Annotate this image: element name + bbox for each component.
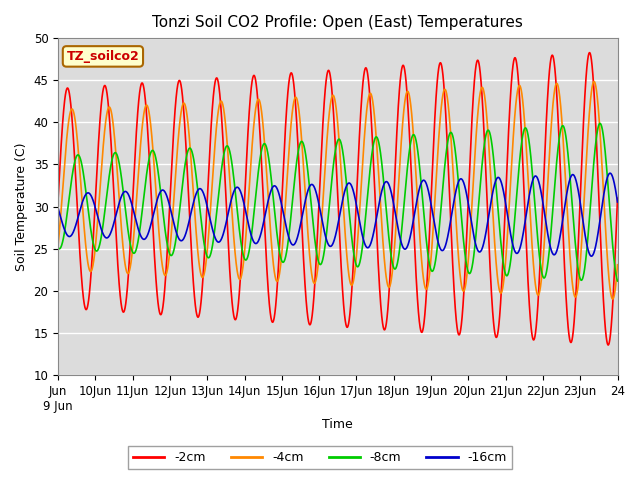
-16cm bbox=[418, 179, 426, 184]
-4cm bbox=[609, 296, 616, 302]
-4cm bbox=[418, 261, 426, 267]
-16cm bbox=[614, 199, 621, 205]
Y-axis label: Soil Temperature (C): Soil Temperature (C) bbox=[15, 143, 28, 271]
-2cm bbox=[156, 310, 164, 316]
-2cm bbox=[54, 195, 62, 201]
-4cm bbox=[614, 262, 621, 268]
-16cm bbox=[268, 186, 276, 192]
-4cm bbox=[54, 241, 62, 247]
-8cm bbox=[472, 237, 479, 243]
Line: -2cm: -2cm bbox=[58, 53, 618, 345]
-16cm bbox=[472, 241, 479, 247]
-2cm bbox=[614, 195, 621, 201]
-2cm bbox=[604, 342, 612, 348]
-4cm bbox=[390, 256, 397, 262]
Text: TZ_soilco2: TZ_soilco2 bbox=[67, 50, 140, 63]
X-axis label: Time: Time bbox=[323, 419, 353, 432]
-16cm bbox=[606, 170, 614, 176]
-16cm bbox=[390, 201, 397, 207]
-2cm bbox=[390, 199, 397, 204]
Title: Tonzi Soil CO2 Profile: Open (East) Temperatures: Tonzi Soil CO2 Profile: Open (East) Temp… bbox=[152, 15, 524, 30]
Line: -8cm: -8cm bbox=[58, 123, 618, 281]
Line: -4cm: -4cm bbox=[58, 82, 618, 299]
-16cm bbox=[54, 205, 62, 211]
-2cm bbox=[514, 73, 522, 79]
-16cm bbox=[514, 250, 522, 255]
Line: -16cm: -16cm bbox=[58, 173, 618, 256]
-8cm bbox=[268, 181, 276, 187]
-4cm bbox=[156, 239, 164, 245]
-8cm bbox=[390, 264, 397, 270]
-8cm bbox=[614, 278, 621, 284]
-16cm bbox=[156, 190, 164, 196]
-4cm bbox=[268, 246, 276, 252]
-4cm bbox=[472, 142, 479, 148]
Legend: -2cm, -4cm, -8cm, -16cm: -2cm, -4cm, -8cm, -16cm bbox=[128, 446, 512, 469]
-8cm bbox=[418, 189, 426, 194]
-8cm bbox=[54, 245, 62, 251]
-2cm bbox=[586, 50, 593, 56]
-4cm bbox=[514, 85, 522, 91]
-8cm bbox=[156, 181, 164, 187]
-16cm bbox=[588, 253, 595, 259]
-2cm bbox=[268, 318, 276, 324]
-8cm bbox=[596, 120, 604, 126]
-2cm bbox=[472, 66, 479, 72]
-4cm bbox=[590, 79, 598, 84]
-8cm bbox=[514, 176, 522, 181]
-2cm bbox=[418, 329, 426, 335]
